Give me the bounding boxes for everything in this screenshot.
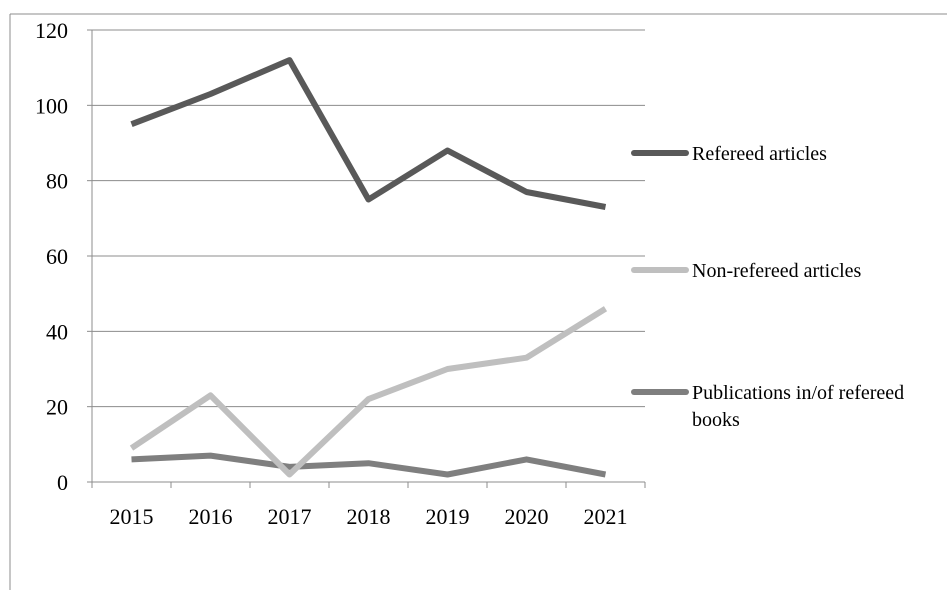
legend: Refereed articles Non-refereed articles Pu… [631,143,904,431]
y-tick-label: 60 [46,244,68,269]
x-tick-label-2019: 2019 [426,504,470,529]
series-line-0 [130,57,607,210]
y-axis-tick-labels: 0 20 40 60 80 100 120 [35,18,68,495]
x-tick-label-2020: 2020 [505,504,549,529]
x-tick-label-2016: 2016 [189,504,233,529]
legend-label-0: Refereed articles [692,143,827,165]
y-tick-label: 0 [57,470,68,495]
legend-label-2-line-0: Publications in/of refereed [692,382,904,404]
x-tick-label-2017: 2017 [268,504,312,529]
axes [87,29,646,488]
x-tick-label-2018: 2018 [347,504,391,529]
legend-label-2-line-1: books [692,409,740,431]
x-tick-label-2021: 2021 [584,504,628,529]
series-line-1 [129,306,608,478]
y-tick-label: 20 [46,395,68,420]
series-lines [129,57,608,478]
x-axis-tick-labels: 2015 2016 2017 2018 2019 2020 2021 [110,504,628,529]
y-tick-label: 120 [35,18,68,43]
legend-label-1: Non-refereed articles [692,260,862,282]
y-tick-label: 40 [46,319,68,344]
x-tick-label-2015: 2015 [110,504,154,529]
y-tick-label: 100 [35,93,68,118]
series-line-2 [131,452,607,478]
gridlines [92,29,645,408]
y-tick-label: 80 [46,169,68,194]
